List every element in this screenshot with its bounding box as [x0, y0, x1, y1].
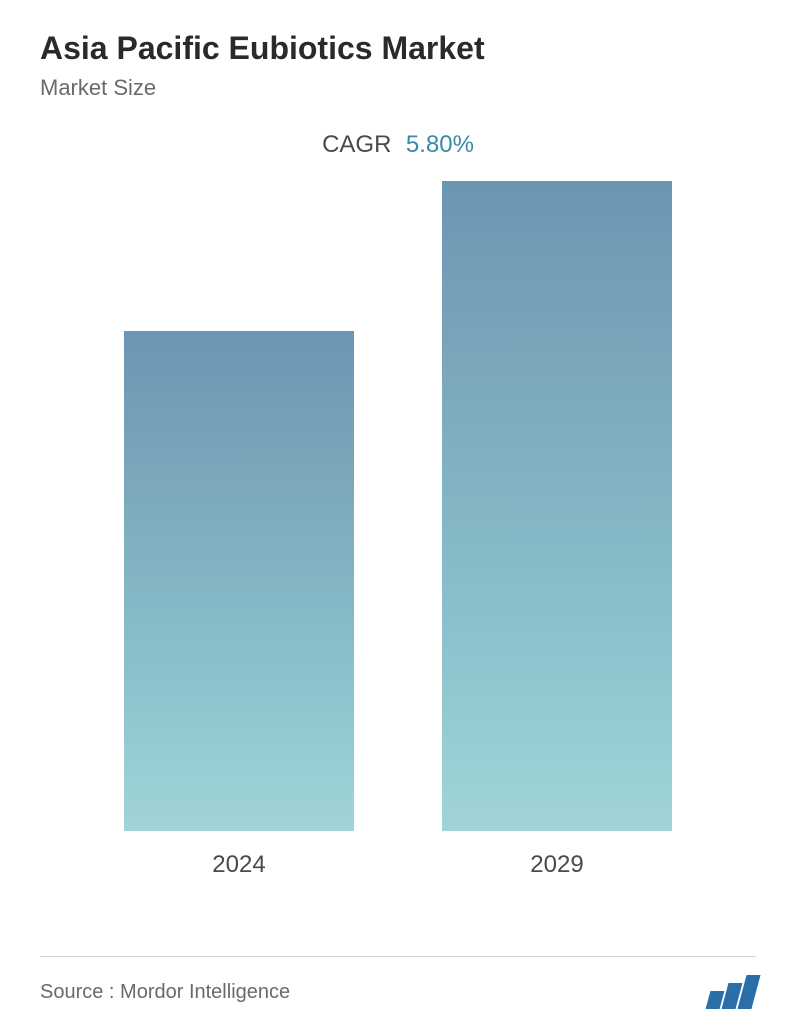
source-text: Source : Mordor Intelligence: [40, 981, 290, 1004]
bar-2024: [124, 331, 354, 831]
bar-chart: 2024 2029: [40, 219, 756, 879]
footer: Source : Mordor Intelligence: [40, 956, 756, 1009]
cagr-value: 5.80%: [406, 131, 474, 158]
cagr-label: CAGR: [322, 131, 391, 158]
chart-subtitle: Market Size: [40, 75, 756, 101]
bar-label-2029: 2029: [530, 851, 583, 879]
bar-label-2024: 2024: [212, 851, 265, 879]
logo-bar-3: [737, 975, 760, 1009]
mordor-logo-icon: [708, 975, 756, 1009]
cagr-row: CAGR 5.80%: [40, 131, 756, 159]
chart-title: Asia Pacific Eubiotics Market: [40, 30, 756, 67]
bar-2029: [442, 181, 672, 831]
bar-wrapper-2029: 2029: [442, 181, 672, 879]
bar-wrapper-2024: 2024: [124, 331, 354, 879]
